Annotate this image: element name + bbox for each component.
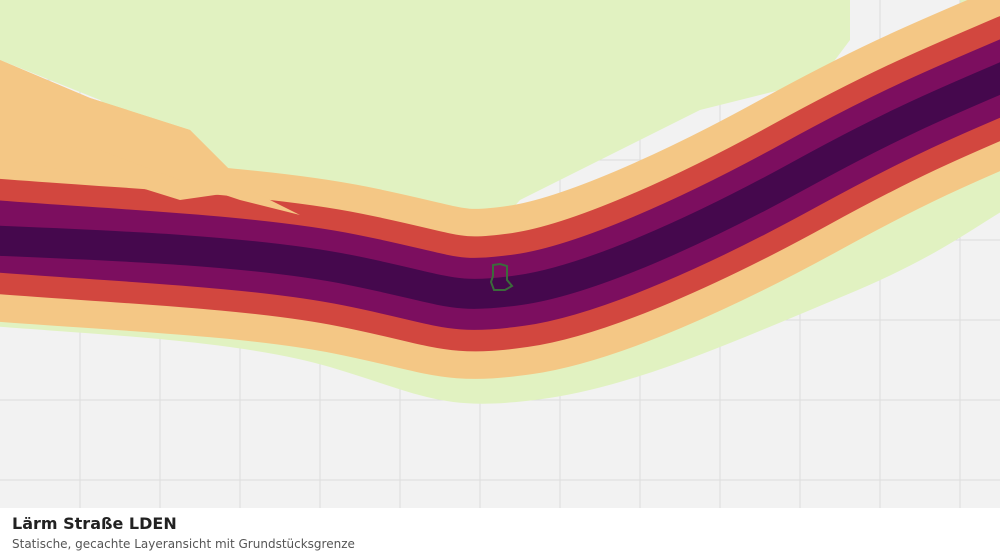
map xyxy=(0,0,1000,508)
subtitle: Statische, gecachte Layeransicht mit Gru… xyxy=(12,537,355,551)
footer: Lärm Straße LDEN Statische, gecachte Lay… xyxy=(0,508,1000,560)
title: Lärm Straße LDEN xyxy=(12,514,177,533)
noise-zone-medium xyxy=(0,60,300,215)
noise-bands xyxy=(0,0,1000,404)
parcel-boundary xyxy=(489,262,514,291)
